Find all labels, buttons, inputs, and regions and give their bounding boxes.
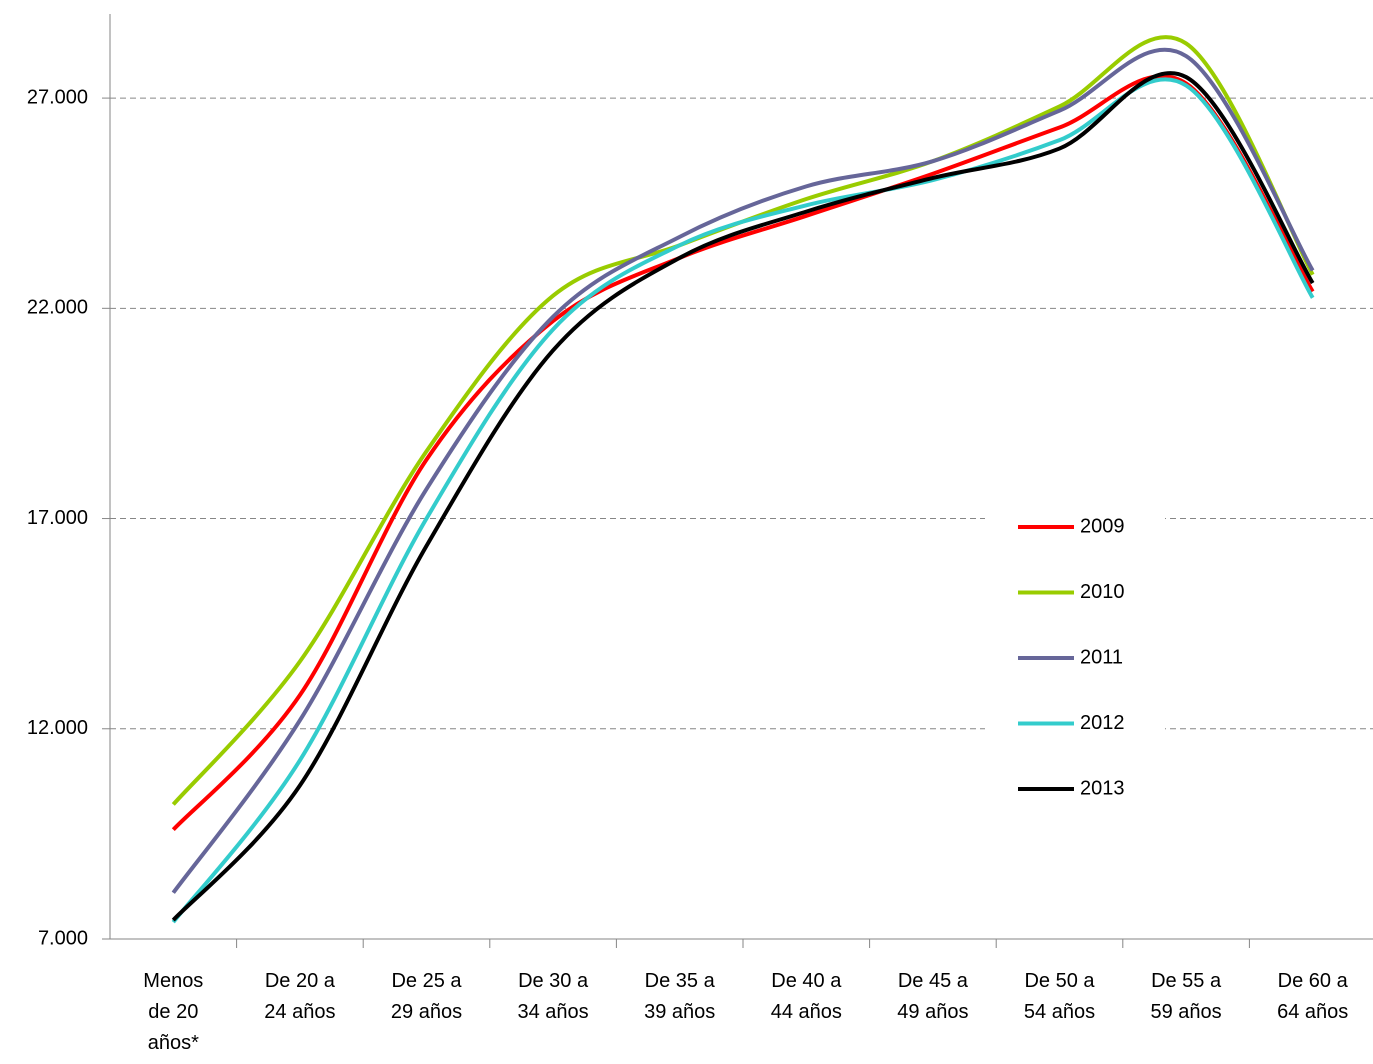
legend-label: 2010 bbox=[1080, 581, 1125, 603]
legend-label: 2012 bbox=[1080, 712, 1125, 734]
x-tick-label: De 45 a 49 años bbox=[897, 970, 969, 1023]
y-tick-label: 17.000 bbox=[27, 507, 88, 529]
legend-label: 2009 bbox=[1080, 515, 1125, 537]
series-line bbox=[171, 47, 1315, 894]
x-tick-label: De 40 a 44 años bbox=[770, 970, 842, 1023]
y-tick-label: 27.000 bbox=[27, 86, 88, 108]
series-line bbox=[171, 74, 1315, 832]
series-line bbox=[171, 71, 1315, 922]
y-tick-label: 12.000 bbox=[27, 717, 88, 739]
x-tick-label: De 50 a 54 años bbox=[1023, 970, 1096, 1023]
x-tick-label: De 25 a 29 años bbox=[390, 970, 463, 1023]
y-tick-label: 7.000 bbox=[38, 927, 88, 949]
x-tick-label: De 20 a 24 años bbox=[264, 970, 336, 1023]
x-tick-label: De 60 a 64 años bbox=[1277, 970, 1349, 1023]
x-tick-label: De 30 a 34 años bbox=[517, 970, 589, 1023]
legend-box bbox=[985, 500, 1165, 810]
legend-label: 2013 bbox=[1080, 777, 1125, 799]
legend-label: 2011 bbox=[1080, 646, 1123, 668]
y-tick-label: 22.000 bbox=[27, 297, 88, 319]
x-tick-label: De 35 a 39 años bbox=[644, 970, 716, 1023]
x-tick-label: Menos de 20 años* bbox=[143, 970, 204, 1054]
x-tick-label: De 55 a 59 años bbox=[1150, 970, 1222, 1023]
